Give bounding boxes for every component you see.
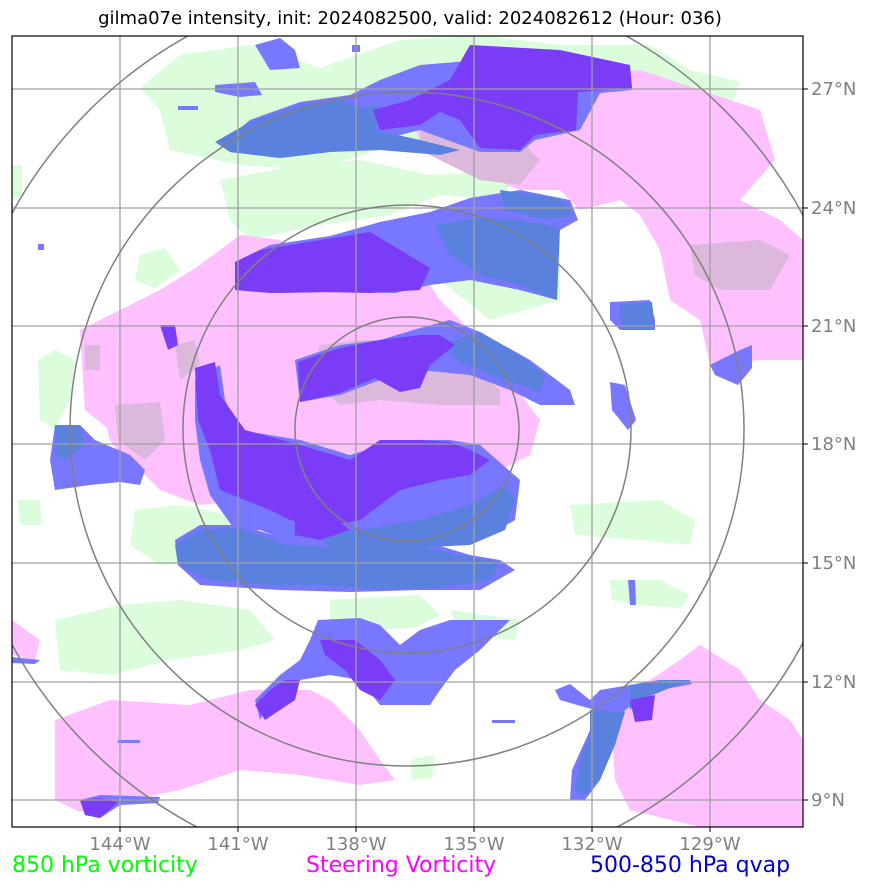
lon-label: 132°W	[561, 834, 622, 855]
latitude-labels: 27°N 24°N 21°N 18°N 15°N 12°N 9°N	[811, 79, 856, 811]
lon-label: 144°W	[89, 834, 150, 855]
qvap-dark-layer	[55, 100, 690, 795]
lat-label: 27°N	[811, 79, 856, 100]
lat-lon-grid	[12, 36, 803, 827]
lat-label: 12°N	[811, 672, 856, 693]
lon-label: 138°W	[325, 834, 386, 855]
lon-label: 135°W	[443, 834, 504, 855]
tick-marks	[119, 88, 808, 832]
legend-qvap: 500-850 hPa qvap	[590, 853, 791, 878]
legend-850-vorticity: 850 hPa vorticity	[12, 853, 198, 878]
lat-label: 9°N	[811, 790, 845, 811]
lat-label: 21°N	[811, 316, 856, 337]
map-title: gilma07e intensity, init: 2024082500, va…	[98, 8, 722, 29]
legend-steering-vorticity: Steering Vorticity	[306, 853, 497, 878]
range-rings	[12, 36, 803, 827]
lat-label: 15°N	[811, 553, 856, 574]
lon-label: 129°W	[679, 834, 740, 855]
purple-layer	[80, 45, 655, 818]
longitude-labels: 144°W 141°W 138°W 135°W 132°W 129°W	[89, 834, 740, 855]
lat-label: 18°N	[811, 434, 856, 455]
lon-label: 141°W	[207, 834, 268, 855]
lat-label: 24°N	[811, 198, 856, 219]
plot-frame	[11, 35, 804, 828]
map-plot-area	[12, 36, 803, 827]
